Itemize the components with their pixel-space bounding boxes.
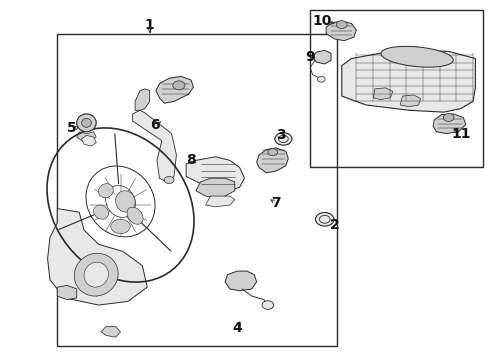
Text: 5: 5	[67, 121, 77, 135]
Text: 7: 7	[271, 196, 280, 210]
Text: 8: 8	[186, 153, 196, 167]
Polygon shape	[372, 88, 392, 100]
Ellipse shape	[336, 21, 346, 28]
Circle shape	[164, 176, 174, 184]
Ellipse shape	[93, 205, 108, 219]
Polygon shape	[205, 196, 234, 207]
Polygon shape	[256, 148, 287, 173]
Text: 1: 1	[144, 18, 154, 32]
Polygon shape	[47, 208, 147, 305]
Text: 3: 3	[276, 129, 285, 142]
Ellipse shape	[81, 118, 91, 127]
Ellipse shape	[443, 113, 453, 121]
Ellipse shape	[315, 212, 333, 226]
Text: 11: 11	[450, 127, 469, 140]
Ellipse shape	[172, 81, 184, 90]
Polygon shape	[432, 114, 465, 134]
Polygon shape	[325, 21, 356, 41]
Ellipse shape	[99, 184, 113, 198]
Polygon shape	[77, 132, 96, 141]
Polygon shape	[224, 271, 256, 291]
Ellipse shape	[111, 219, 130, 234]
Text: 10: 10	[312, 14, 331, 28]
Circle shape	[317, 76, 325, 82]
Ellipse shape	[74, 253, 118, 296]
Polygon shape	[196, 178, 234, 198]
Polygon shape	[57, 285, 77, 300]
Text: 6: 6	[149, 118, 159, 132]
Ellipse shape	[267, 149, 277, 156]
Polygon shape	[156, 76, 193, 103]
Circle shape	[262, 301, 273, 309]
Ellipse shape	[115, 191, 135, 212]
Ellipse shape	[380, 46, 452, 67]
Polygon shape	[341, 50, 474, 112]
Polygon shape	[101, 327, 120, 337]
Polygon shape	[399, 95, 420, 107]
Bar	[309, 10, 482, 167]
Ellipse shape	[77, 114, 96, 132]
Polygon shape	[186, 157, 244, 191]
Polygon shape	[135, 89, 149, 111]
Text: 2: 2	[329, 218, 339, 231]
Polygon shape	[132, 111, 176, 182]
Text: 9: 9	[305, 50, 314, 64]
Bar	[57, 33, 336, 346]
Text: 4: 4	[232, 321, 242, 335]
Ellipse shape	[84, 262, 108, 287]
Polygon shape	[312, 50, 330, 64]
Ellipse shape	[127, 207, 143, 224]
Polygon shape	[81, 135, 96, 146]
Ellipse shape	[274, 133, 291, 145]
